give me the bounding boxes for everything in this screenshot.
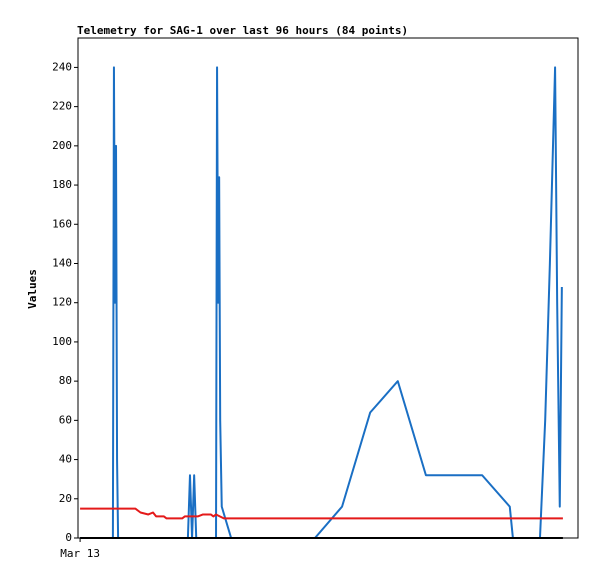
series-line <box>80 507 563 520</box>
y-tick-label: 40 <box>59 453 72 466</box>
y-tick-label: 220 <box>52 100 72 113</box>
y-tick-label: 140 <box>52 256 72 269</box>
y-tick-label: 100 <box>52 335 72 348</box>
plot-frame <box>77 37 579 539</box>
y-tick-label: 240 <box>52 60 72 73</box>
y-tick-label: 120 <box>52 296 72 309</box>
y-tick-label: 20 <box>59 492 72 505</box>
y-tick-label: 180 <box>52 178 72 191</box>
chart-title: Telemetry for SAG-1 over last 96 hours (… <box>77 24 408 37</box>
series-line <box>80 66 563 539</box>
x-tick-label: Mar 13 <box>60 547 100 560</box>
y-tick-label: 160 <box>52 217 72 230</box>
y-tick-label: 80 <box>59 374 72 387</box>
y-tick-label: 200 <box>52 139 72 152</box>
y-axis-label: Values <box>26 269 39 309</box>
y-tick-label: 0 <box>65 531 72 544</box>
y-tick-label: 60 <box>59 413 72 426</box>
